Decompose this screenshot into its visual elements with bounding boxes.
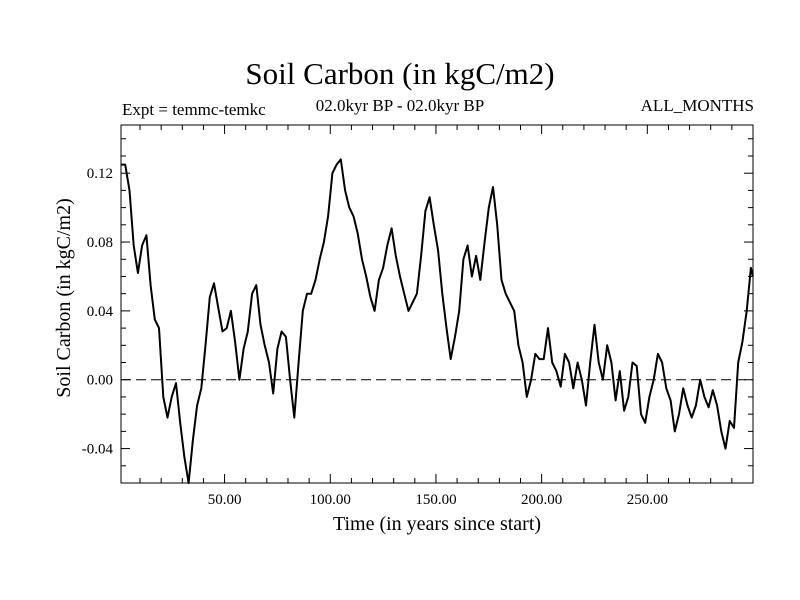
x-tick-label: 100.00 — [310, 492, 351, 508]
y-tick-label: 0.12 — [87, 166, 113, 182]
y-tick-label: -0.04 — [82, 442, 114, 458]
x-tick-label: 150.00 — [415, 492, 456, 508]
x-axis-label: Time (in years since start) — [333, 513, 541, 535]
y-axis-label: Soil Carbon (in kgC/m2) — [53, 198, 75, 397]
chart-title: Soil Carbon (in kgC/m2) — [245, 56, 555, 91]
plot-frame — [120, 124, 754, 484]
period-label: 02.0kyr BP - 02.0kyr BP — [315, 96, 485, 115]
series-line — [121, 158, 754, 484]
tick-group: 50.00 100.00 150.00 200.00 250.00 -0.04 0.00 0.… — [82, 125, 753, 508]
x-tick-label: 200.00 — [521, 492, 562, 508]
x-tick-label: 250.00 — [627, 492, 668, 508]
experiment-label: Expt = temmc-temkc — [122, 100, 266, 119]
months-label: ALL_MONTHS — [640, 96, 754, 115]
y-tick-label: 0.00 — [87, 373, 113, 389]
x-tick-label: 50.00 — [208, 492, 242, 508]
y-tick-label: 0.08 — [87, 235, 113, 251]
y-tick-label: 0.04 — [87, 304, 114, 320]
